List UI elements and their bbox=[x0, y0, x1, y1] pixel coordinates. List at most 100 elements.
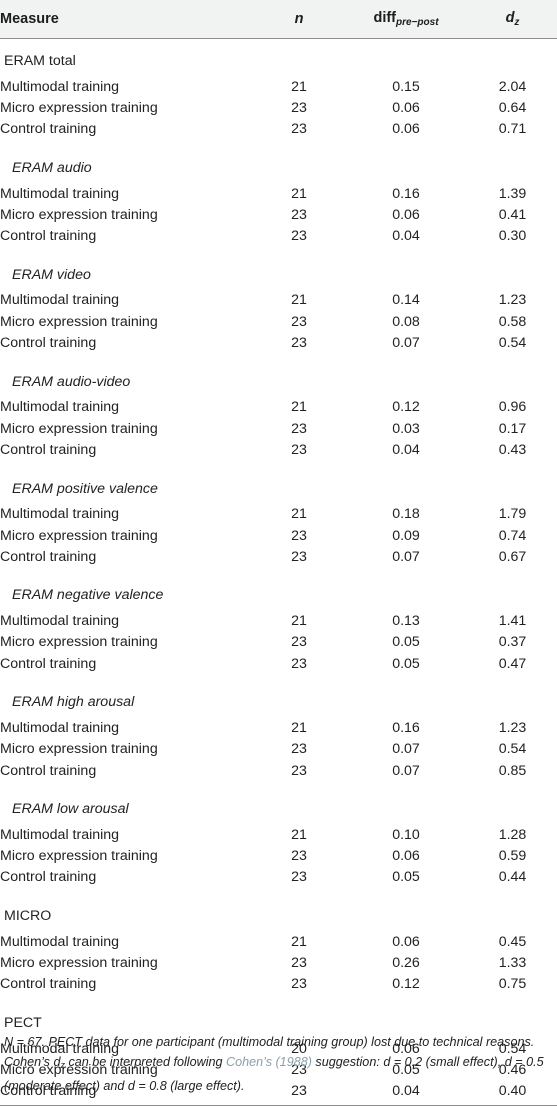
table-row: Micro expression training 23 0.03 0.17 bbox=[0, 418, 557, 439]
cell-diff: 0.07 bbox=[392, 741, 420, 758]
cell-diff: 0.05 bbox=[392, 869, 420, 886]
table-row: Micro expression training 23 0.05 0.46 bbox=[0, 1059, 557, 1080]
cell-n: 23 bbox=[291, 634, 307, 651]
group-label: ERAM audio bbox=[12, 159, 92, 176]
cell-diff: 0.06 bbox=[392, 206, 420, 223]
row-label: Multimodal training bbox=[0, 399, 120, 416]
header-diff-main: diff bbox=[373, 10, 397, 26]
cell-dz: 0.37 bbox=[498, 634, 527, 651]
cell-diff: 0.06 bbox=[392, 933, 420, 950]
group-header-row: PECT bbox=[0, 998, 557, 1031]
cell-n: 23 bbox=[291, 313, 307, 330]
cell-n: 23 bbox=[291, 1061, 307, 1078]
cell-diff: 0.15 bbox=[392, 78, 420, 95]
table-row: Micro expression training 23 0.09 0.74 bbox=[0, 525, 557, 546]
cell-n: 23 bbox=[291, 655, 307, 672]
row-label: Micro expression training bbox=[0, 955, 158, 972]
cell-diff: 0.07 bbox=[392, 762, 420, 779]
group-label: ERAM total bbox=[4, 53, 76, 69]
header-diff-subscript: pre−post bbox=[396, 17, 439, 28]
row-label: Micro expression training bbox=[0, 634, 158, 651]
table-row: Control training 23 0.04 0.43 bbox=[0, 439, 557, 463]
row-label: Multimodal training bbox=[0, 613, 120, 630]
table-header-row: Measure n diffpre−post dz bbox=[0, 0, 557, 39]
table-row: Micro expression training 23 0.08 0.58 bbox=[0, 311, 557, 332]
row-label: Control training bbox=[0, 655, 97, 672]
cell-dz: 0.58 bbox=[498, 313, 527, 330]
cell-diff: 0.08 bbox=[392, 313, 420, 330]
cell-dz: 0.54 bbox=[498, 741, 527, 758]
row-label: Control training bbox=[0, 976, 97, 993]
row-label: Multimodal training bbox=[0, 1040, 120, 1057]
row-label: Control training bbox=[0, 762, 97, 779]
cell-dz: 0.17 bbox=[498, 420, 527, 437]
row-label: Multimodal training bbox=[0, 719, 120, 736]
cell-dz: 0.64 bbox=[498, 99, 527, 116]
cell-n: 23 bbox=[291, 527, 307, 544]
cell-n: 23 bbox=[291, 976, 307, 993]
cell-n: 23 bbox=[291, 121, 307, 138]
cell-dz: 0.54 bbox=[498, 1040, 527, 1057]
cell-n: 21 bbox=[291, 719, 307, 736]
table-row: Multimodal training 21 0.12 0.96 bbox=[0, 390, 557, 418]
table-row: Control training 23 0.07 0.85 bbox=[0, 760, 557, 784]
group-label: ERAM low arousal bbox=[12, 801, 129, 818]
header-dz-main: d bbox=[505, 10, 515, 26]
row-label: Micro expression training bbox=[0, 1061, 158, 1078]
table-footnote: N = 67. PECT data for one participant (m… bbox=[4, 1032, 553, 1097]
group-header-row: ERAM low arousal bbox=[0, 784, 557, 817]
row-label: Micro expression training bbox=[0, 99, 158, 116]
row-label: Multimodal training bbox=[0, 292, 120, 309]
group-label: ERAM video bbox=[12, 266, 91, 283]
cell-n: 23 bbox=[291, 420, 307, 437]
row-label: Control training bbox=[0, 335, 97, 352]
cell-n: 21 bbox=[291, 292, 307, 309]
table-row: Micro expression training 23 0.06 0.59 bbox=[0, 846, 557, 867]
group-header-row: MICRO bbox=[0, 891, 557, 924]
row-label: Control training bbox=[0, 228, 97, 245]
cell-diff: 0.07 bbox=[392, 548, 420, 565]
cell-dz: 0.43 bbox=[498, 441, 527, 458]
table-row: Control training 23 0.06 0.71 bbox=[0, 119, 557, 143]
cell-dz: 1.39 bbox=[498, 185, 527, 202]
cell-diff: 0.05 bbox=[392, 634, 420, 651]
cell-n: 23 bbox=[291, 848, 307, 865]
citation-link[interactable]: Cohen’s (1988) bbox=[226, 1055, 312, 1070]
cell-dz: 1.23 bbox=[498, 719, 527, 736]
cell-dz: 0.45 bbox=[498, 933, 527, 950]
cell-n: 23 bbox=[291, 955, 307, 972]
cell-diff: 0.06 bbox=[392, 848, 420, 865]
table-row: Multimodal training 21 0.15 2.04 bbox=[0, 69, 557, 97]
table-row: Multimodal training 21 0.06 0.45 bbox=[0, 924, 557, 952]
cell-diff: 0.16 bbox=[392, 185, 420, 202]
cell-dz: 0.96 bbox=[498, 399, 527, 416]
group-label: ERAM negative valence bbox=[12, 587, 164, 604]
cell-diff: 0.12 bbox=[392, 399, 420, 416]
cell-diff: 0.12 bbox=[392, 976, 420, 993]
table-row: Multimodal training 21 0.10 1.28 bbox=[0, 817, 557, 845]
cell-diff: 0.16 bbox=[392, 719, 420, 736]
cell-n: 21 bbox=[291, 78, 307, 95]
group-header-row: ERAM positive valence bbox=[0, 464, 557, 497]
cell-diff: 0.13 bbox=[392, 613, 420, 630]
cell-dz: 0.47 bbox=[498, 655, 527, 672]
table-row: Control training 23 0.05 0.44 bbox=[0, 867, 557, 891]
cell-n: 21 bbox=[291, 933, 307, 950]
row-label: Multimodal training bbox=[0, 185, 120, 202]
table-row: Control training 23 0.07 0.54 bbox=[0, 332, 557, 356]
cell-n: 20 bbox=[291, 1040, 307, 1057]
cell-diff: 0.04 bbox=[392, 441, 420, 458]
group-header-row: ERAM video bbox=[0, 250, 557, 283]
table-row: Micro expression training 23 0.07 0.54 bbox=[0, 739, 557, 760]
cell-dz: 1.79 bbox=[498, 506, 527, 523]
cell-n: 23 bbox=[291, 762, 307, 779]
row-label: Micro expression training bbox=[0, 420, 158, 437]
group-header-row: ERAM audio bbox=[0, 143, 557, 176]
group-label: ERAM positive valence bbox=[12, 480, 158, 497]
group-header-row: ERAM total bbox=[0, 39, 557, 69]
cell-n: 21 bbox=[291, 185, 307, 202]
group-header-row: ERAM negative valence bbox=[0, 570, 557, 603]
group-label: PECT bbox=[4, 1015, 42, 1032]
table-row: Control training 23 0.07 0.67 bbox=[0, 546, 557, 570]
